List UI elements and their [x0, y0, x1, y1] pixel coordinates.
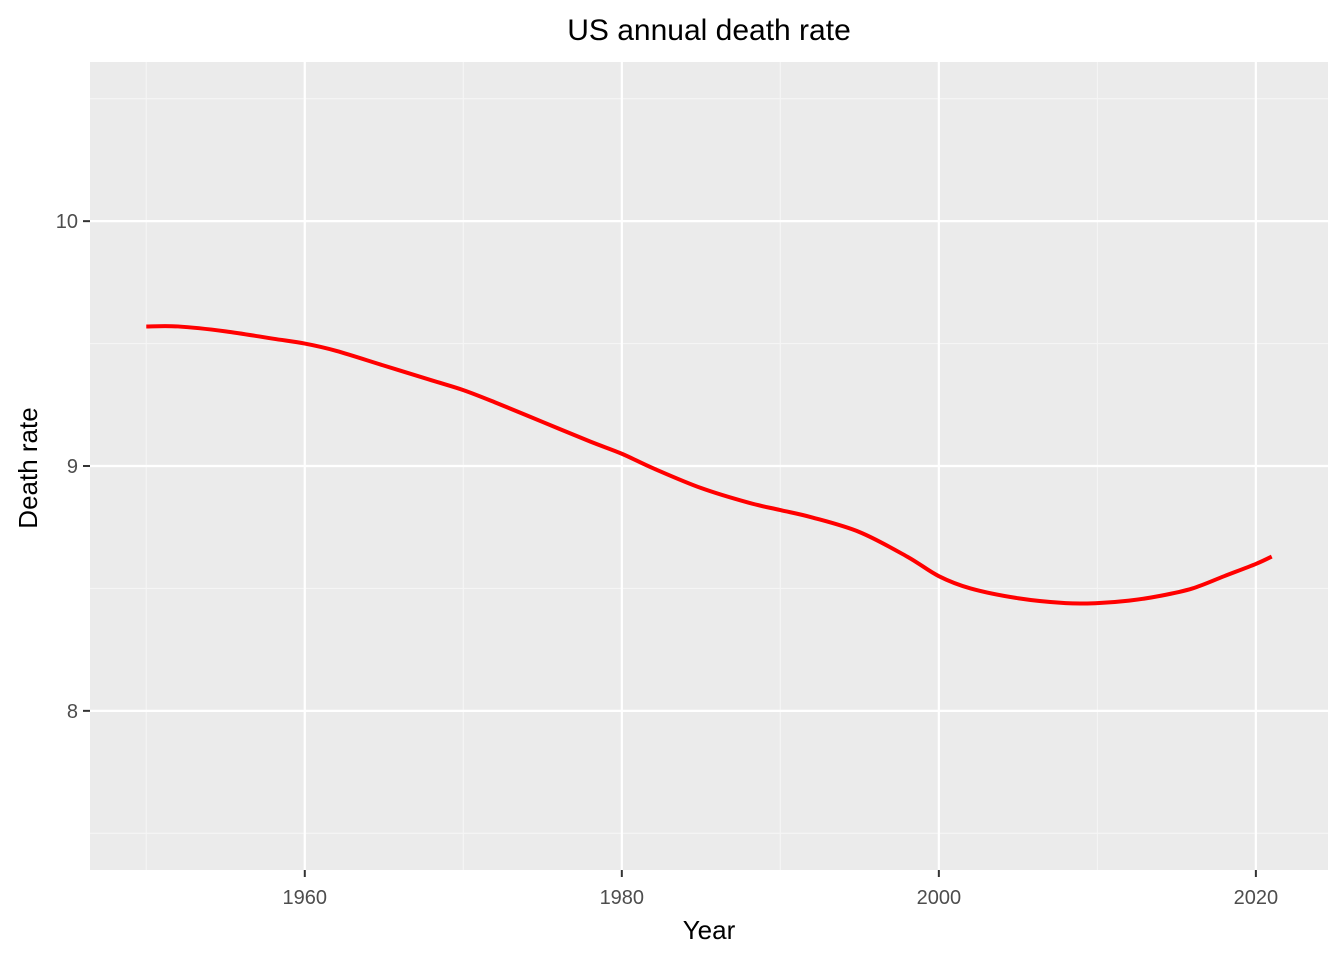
y-tick-label: 8: [67, 701, 78, 723]
y-axis: 8 9 10: [56, 211, 90, 723]
x-tick-label: 1980: [600, 887, 645, 909]
series-line: [146, 324, 1273, 606]
y-axis-label: Death rate: [13, 407, 43, 528]
series-layer: [146, 324, 1273, 606]
y-tick-label: 10: [56, 211, 78, 233]
x-tick-label: 2000: [917, 887, 962, 909]
major-gridlines: [90, 62, 1328, 870]
x-tick-label: 1960: [283, 887, 328, 909]
x-tick-label: 2020: [1234, 887, 1279, 909]
chart-title: US annual death rate: [567, 14, 851, 47]
y-tick-label: 9: [67, 456, 78, 478]
x-axis-label: Year: [683, 915, 736, 945]
x-axis: 1960 1980 2000 2020: [283, 870, 1279, 909]
